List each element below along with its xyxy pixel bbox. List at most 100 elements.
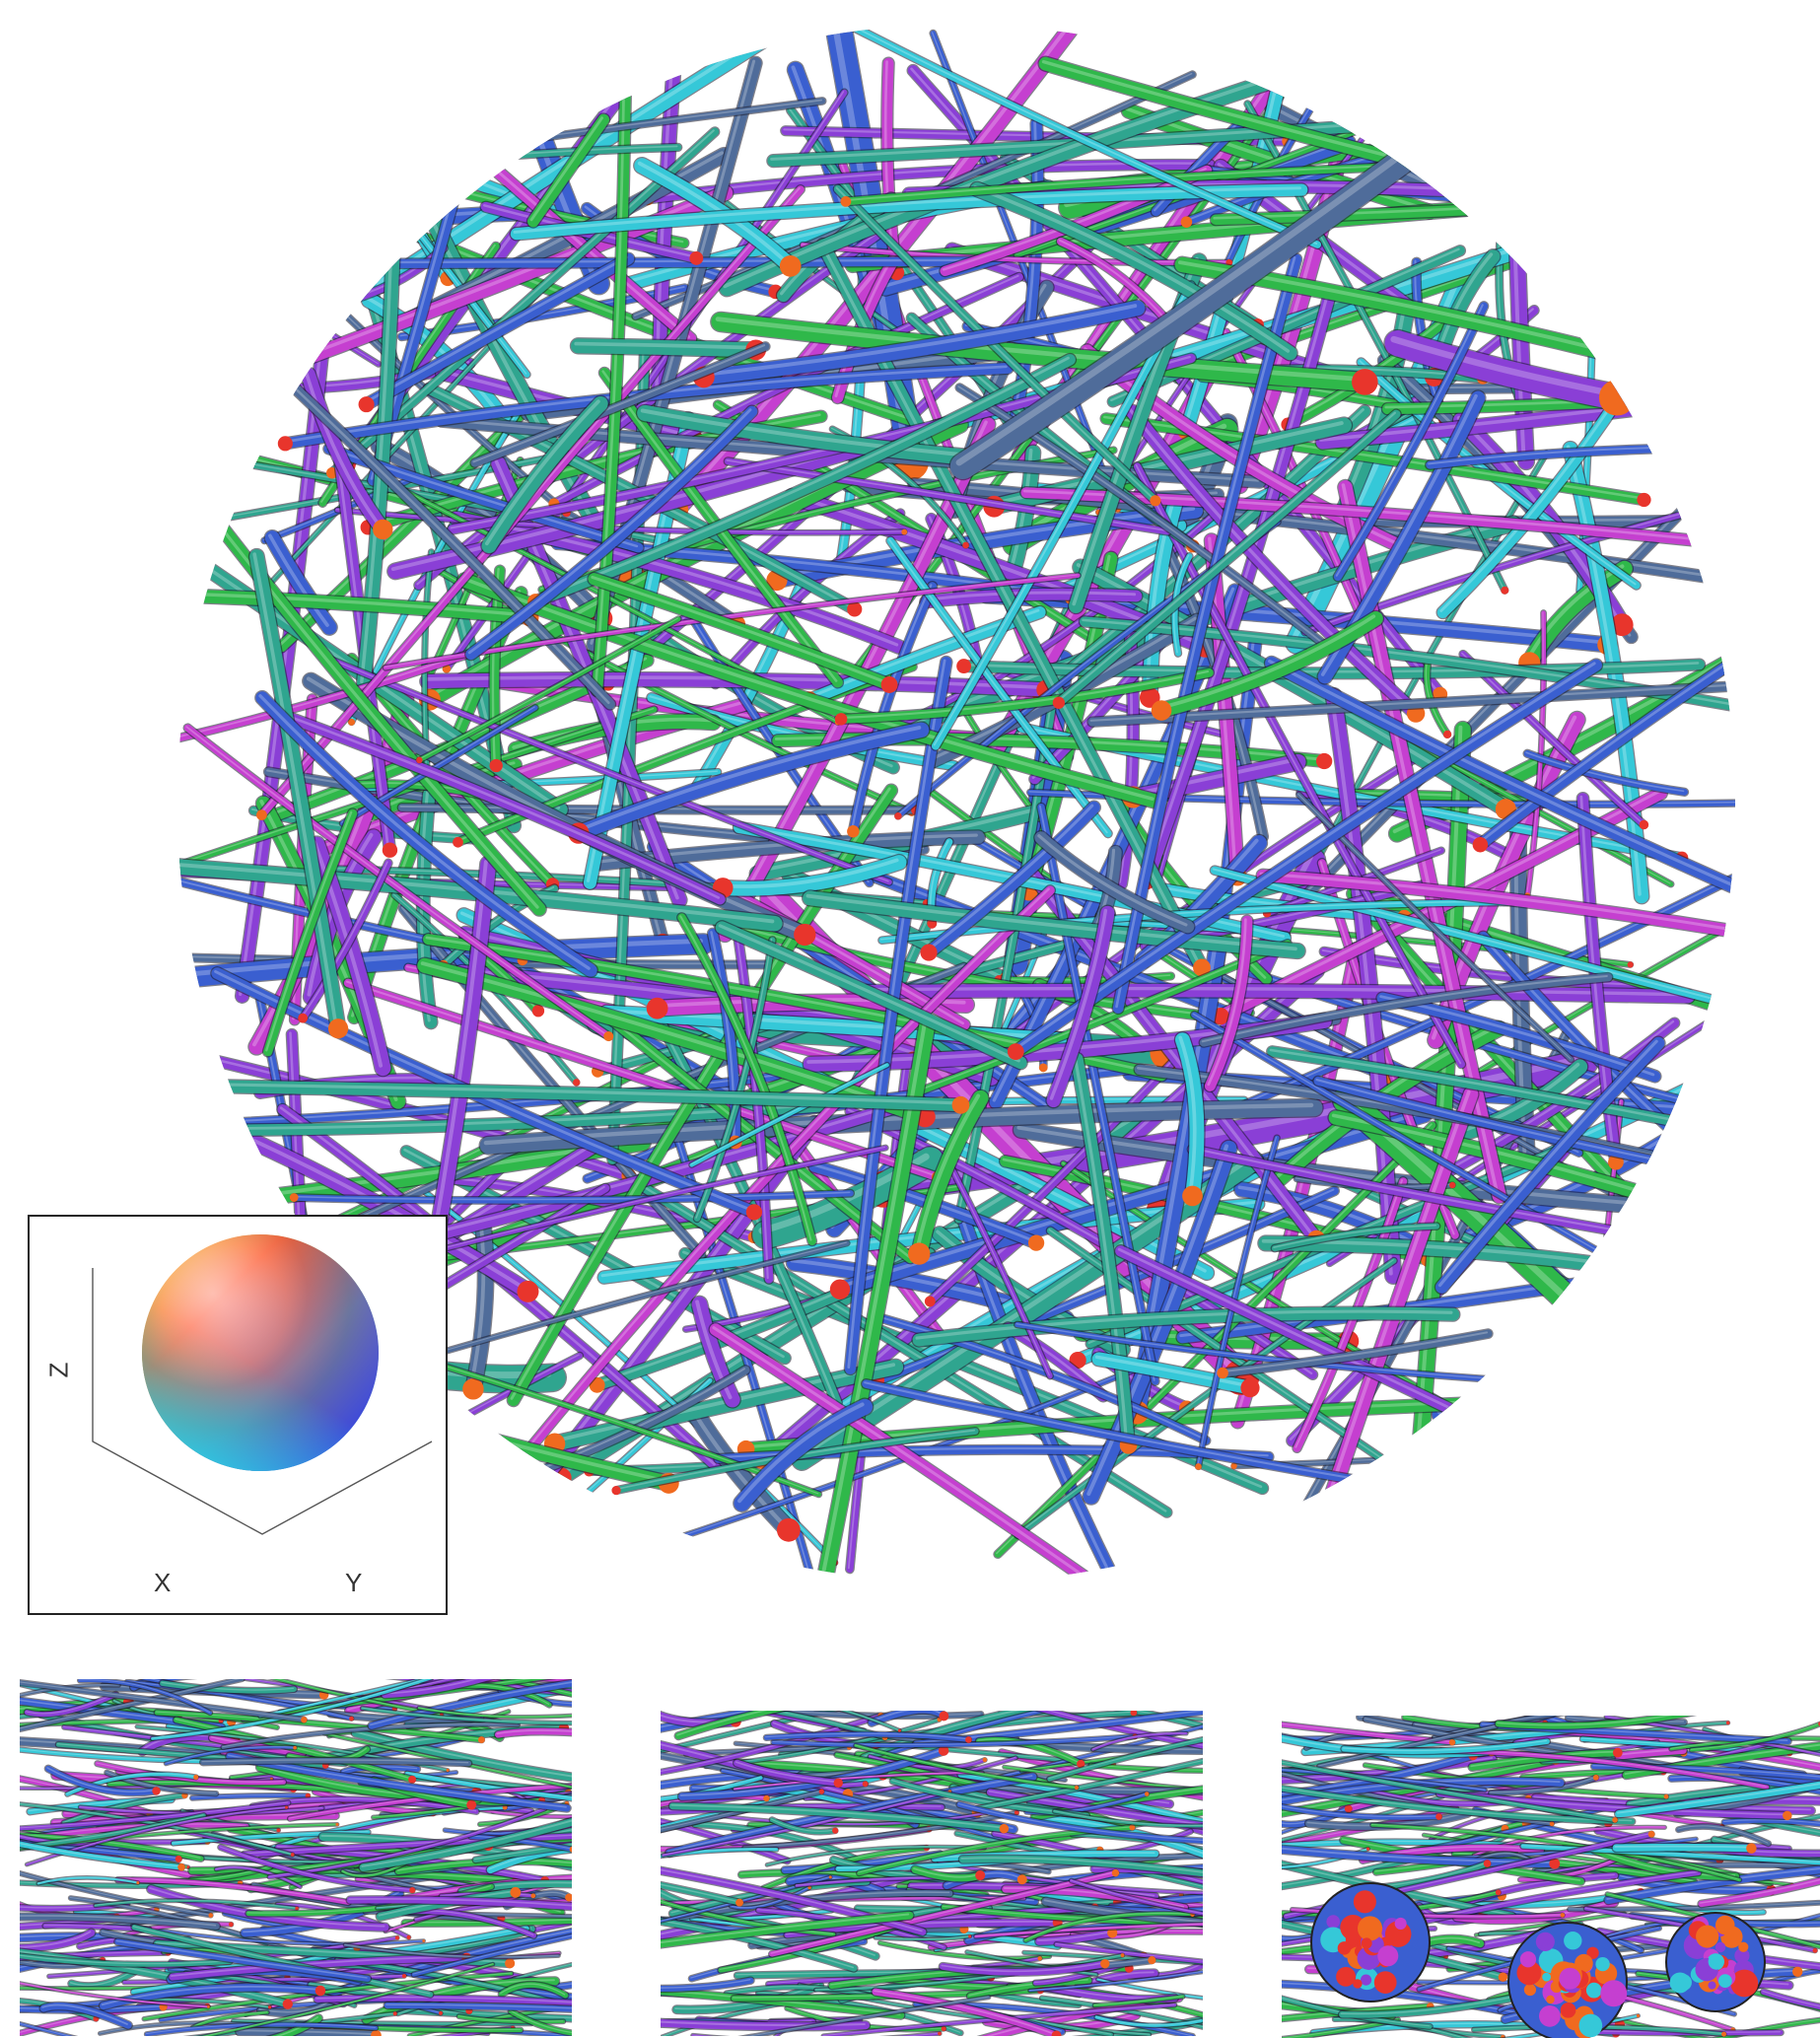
fiber bbox=[737, 1994, 992, 2036]
fiber bbox=[1263, 655, 1735, 895]
fiber bbox=[397, 903, 707, 1260]
fiber bbox=[847, 581, 939, 838]
fiber bbox=[20, 1912, 221, 1932]
fiber bbox=[358, 251, 636, 413]
fiber bbox=[799, 241, 1233, 267]
fiber bbox=[708, 1322, 1105, 1582]
fiber bbox=[1383, 328, 1636, 416]
fiber bbox=[1034, 1928, 1118, 1946]
fiber bbox=[1431, 1402, 1584, 1525]
fiber bbox=[300, 366, 393, 540]
fiber bbox=[1051, 1808, 1203, 1829]
fiber bbox=[177, 644, 489, 759]
fiber bbox=[733, 1397, 875, 1512]
fiber bbox=[455, 2013, 567, 2025]
fiber bbox=[403, 1770, 572, 1802]
fiber bbox=[129, 1923, 426, 1946]
fiber bbox=[1312, 1075, 1735, 1205]
fiber bbox=[919, 587, 1144, 609]
axis-label-z: Z bbox=[43, 1362, 74, 1378]
side-view-1 bbox=[20, 1671, 572, 2036]
fiber bbox=[1173, 1030, 1206, 1207]
fiber bbox=[732, 1758, 843, 1789]
fiber bbox=[853, 1742, 1080, 1791]
fiber bbox=[1434, 1035, 1666, 1296]
fiber bbox=[1264, 1086, 1480, 1582]
fiber bbox=[964, 1949, 1099, 1978]
fiber bbox=[20, 1981, 211, 2009]
main-fiber-render bbox=[138, 15, 1775, 1622]
fiber bbox=[1045, 904, 1116, 1109]
fiber bbox=[1369, 1822, 1743, 1883]
fiber bbox=[1628, 1911, 1820, 1929]
fiber bbox=[1292, 1175, 1409, 1454]
fiber bbox=[1282, 1784, 1637, 1826]
fiber bbox=[973, 1921, 1203, 1939]
fiber bbox=[646, 840, 1060, 1117]
fiber bbox=[661, 1910, 915, 1949]
fiber bbox=[177, 1078, 970, 1114]
fiber bbox=[1090, 1351, 1260, 1398]
fiber bbox=[153, 1709, 486, 1744]
fiber bbox=[1132, 461, 1467, 1070]
side-view-3 bbox=[1282, 1706, 1820, 2038]
fiber bbox=[257, 1679, 435, 1720]
fiber bbox=[1007, 658, 1604, 1061]
fiber bbox=[1449, 150, 1735, 245]
side-view-2-svg bbox=[661, 1711, 1203, 2036]
fiber bbox=[661, 1788, 825, 1834]
fiber bbox=[323, 654, 893, 886]
side-view-3-svg bbox=[1282, 1716, 1820, 2038]
fiber bbox=[359, 1705, 572, 1726]
fiber bbox=[661, 1789, 952, 1859]
fiber bbox=[973, 1757, 1203, 1812]
fiber bbox=[801, 889, 1306, 960]
fiber bbox=[832, 183, 1161, 507]
fiber bbox=[1611, 1842, 1757, 1854]
fiber bbox=[1332, 301, 1490, 583]
fiber bbox=[20, 1822, 340, 1853]
fiber bbox=[1282, 1995, 1434, 2030]
fiber bbox=[718, 63, 1308, 298]
fiber bbox=[195, 1961, 496, 2036]
fiber bbox=[1027, 1969, 1203, 1994]
fiber bbox=[1603, 1864, 1820, 1906]
fiber bbox=[1282, 1721, 1456, 1746]
fiber bbox=[968, 180, 1298, 362]
fiber bbox=[261, 808, 359, 1058]
fiber bbox=[471, 1841, 572, 1864]
fiber bbox=[20, 1840, 186, 1871]
fiber bbox=[177, 1134, 652, 1236]
fiber bbox=[1078, 615, 1735, 729]
fiber bbox=[177, 154, 400, 185]
fiber bbox=[1282, 1759, 1619, 1824]
fiber bbox=[64, 1771, 199, 1797]
fiber bbox=[638, 1366, 1138, 1554]
fiber bbox=[1255, 868, 1735, 956]
fiber bbox=[762, 1730, 973, 1744]
fiber bbox=[455, 572, 1163, 809]
fiber bbox=[764, 1844, 987, 1867]
fiber bbox=[957, 1854, 1203, 1878]
fiber bbox=[1112, 1711, 1203, 1730]
fiber bbox=[910, 1864, 986, 1883]
fiber bbox=[942, 1153, 1054, 1380]
fiber bbox=[93, 1898, 300, 1912]
fiber bbox=[1423, 654, 1452, 739]
fiber bbox=[177, 1098, 832, 1138]
fiber bbox=[130, 1923, 435, 1999]
fiber bbox=[254, 689, 598, 978]
fiber bbox=[1186, 1143, 1735, 1294]
fiber bbox=[1087, 1762, 1203, 1775]
fiber bbox=[298, 858, 393, 1023]
particle-cluster bbox=[1310, 1882, 1431, 2003]
fiber bbox=[661, 1917, 859, 1973]
fiber bbox=[661, 1976, 755, 1994]
fiber bbox=[1124, 403, 1426, 723]
orientation-color-sphere-icon bbox=[142, 1234, 379, 1471]
fiber bbox=[661, 2017, 872, 2032]
side-view-2 bbox=[661, 1701, 1203, 2036]
fiber bbox=[1340, 1737, 1552, 1756]
fiber bbox=[847, 25, 1323, 250]
fiber bbox=[1086, 672, 1735, 728]
